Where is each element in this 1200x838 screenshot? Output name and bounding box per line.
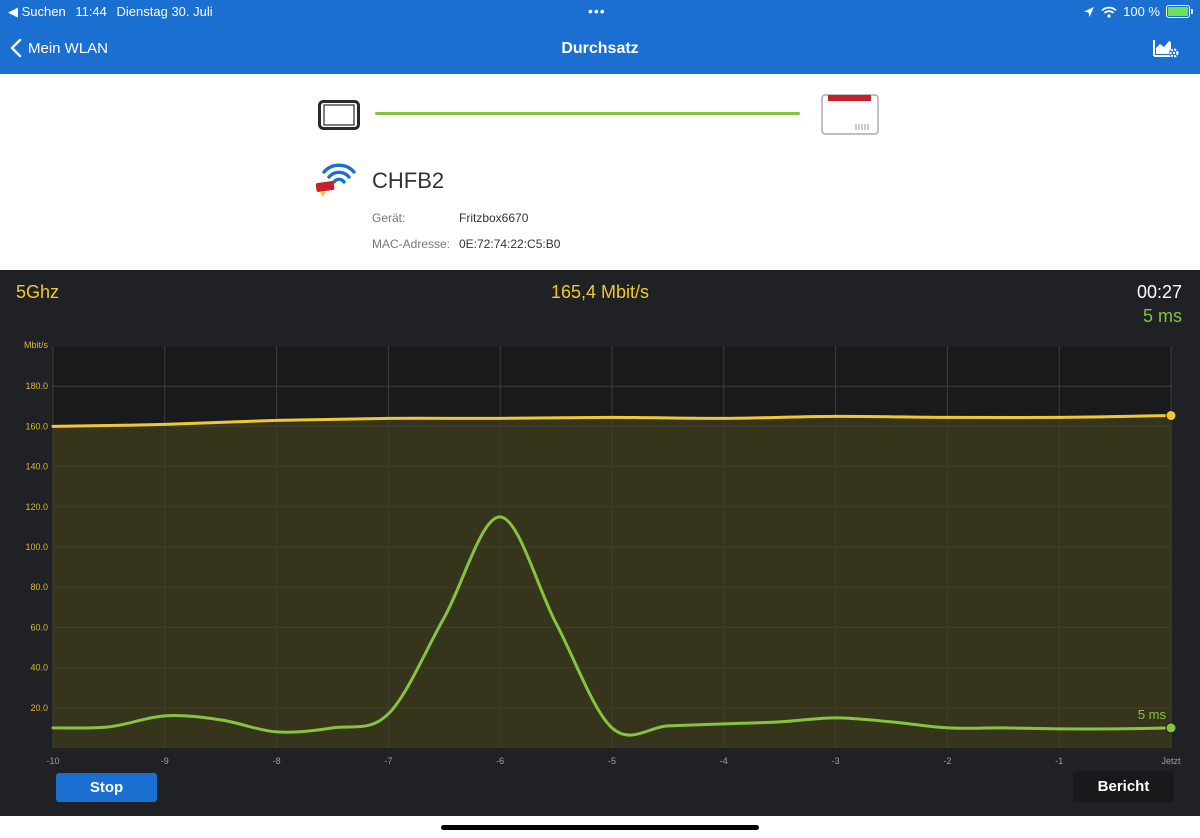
router-icon [821,94,879,135]
x-tick-label: -8 [273,756,281,766]
y-tick-label: 80.0 [30,582,48,592]
latency-end-marker [1165,722,1177,734]
status-left: ◀ Suchen 11:44 Dienstag 30. Juli [8,4,219,20]
battery-icon [1166,5,1193,18]
status-time: 11:44 [75,4,107,19]
throughput-line [51,414,1173,428]
home-indicator[interactable] [441,825,759,830]
y-axis-label: Mbit/s [24,340,49,350]
y-tick-label: 40.0 [30,663,48,673]
top-bar: ◀ Suchen 11:44 Dienstag 30. Juli ••• 100… [0,0,1200,74]
chevron-left-icon [10,38,22,58]
current-latency: 5 ms [1142,306,1182,326]
latency-end-label: 5 ms [1138,707,1167,722]
chart-settings-icon [1153,40,1179,58]
band-indicator: 5Ghz [16,282,60,302]
navigation-bar: Mein WLAN Durchsatz [0,28,1200,72]
y-tick-label: 60.0 [30,622,48,632]
device-label: Gerät: [372,211,406,225]
y-tick-label: 120.0 [25,502,48,512]
page-title: Durchsatz [561,40,639,57]
latency-line [51,515,1173,737]
connection-line [375,112,800,115]
y-tick-label: 20.0 [30,703,48,713]
report-button[interactable]: Bericht [1073,771,1174,802]
y-tick-label: 180.0 [25,381,48,391]
x-tick-label: Jetzt [1161,756,1181,766]
x-tick-label: -7 [384,756,392,766]
status-date: Dienstag 30. Juli [116,4,213,19]
x-tick-label: -9 [161,756,169,766]
y-tick-label: 160.0 [25,421,48,431]
fritz-wifi-icon [315,163,356,197]
x-tick-label: -10 [46,756,59,766]
x-tick-label: -3 [832,756,840,766]
throughput-chart: -10 -9 -8 -7 -6 -5 -4 -3 -2 -1 Jetzt 20.0 40.0 60.0 80… [24,340,1181,766]
current-throughput: 165,4 Mbit/s [550,282,650,302]
network-ssid: CHFB2 [372,168,445,193]
x-tick-label: -4 [720,756,728,766]
location-arrow-icon [1084,6,1095,17]
battery-percent: 100 % [1123,4,1160,19]
y-tick-label: 100.0 [25,542,48,552]
x-tick-label: -2 [943,756,951,766]
status-bar: ◀ Suchen 11:44 Dienstag 30. Juli ••• 100… [0,0,1200,24]
connection-info-panel: CHFB2 Gerät: Fritzbox6670 MAC-Adresse: 0… [0,74,1200,270]
throughput-end-marker [1165,410,1177,422]
mac-value: 0E:72:74:22:C5:B0 [459,237,561,251]
y-tick-label: 140.0 [25,462,48,472]
back-button-label: Mein WLAN [28,39,109,57]
stop-button[interactable]: Stop [56,773,157,802]
x-tick-label: -6 [496,756,504,766]
status-right: 100 % [1083,4,1193,19]
x-tick-label: -5 [608,756,616,766]
mac-label: MAC-Adresse: [372,237,451,251]
chart-settings-button[interactable] [1152,36,1182,65]
x-tick-label: -1 [1055,756,1063,766]
back-button[interactable]: Mein WLAN [10,38,108,58]
multitasking-dots[interactable]: ••• [588,3,606,19]
wifi-status-icon [1101,6,1117,18]
elapsed-time: 00:27 [1136,282,1182,302]
tablet-icon [318,100,360,130]
back-to-app-link[interactable]: ◀ Suchen [8,4,66,19]
device-value: Fritzbox6670 [459,211,529,225]
